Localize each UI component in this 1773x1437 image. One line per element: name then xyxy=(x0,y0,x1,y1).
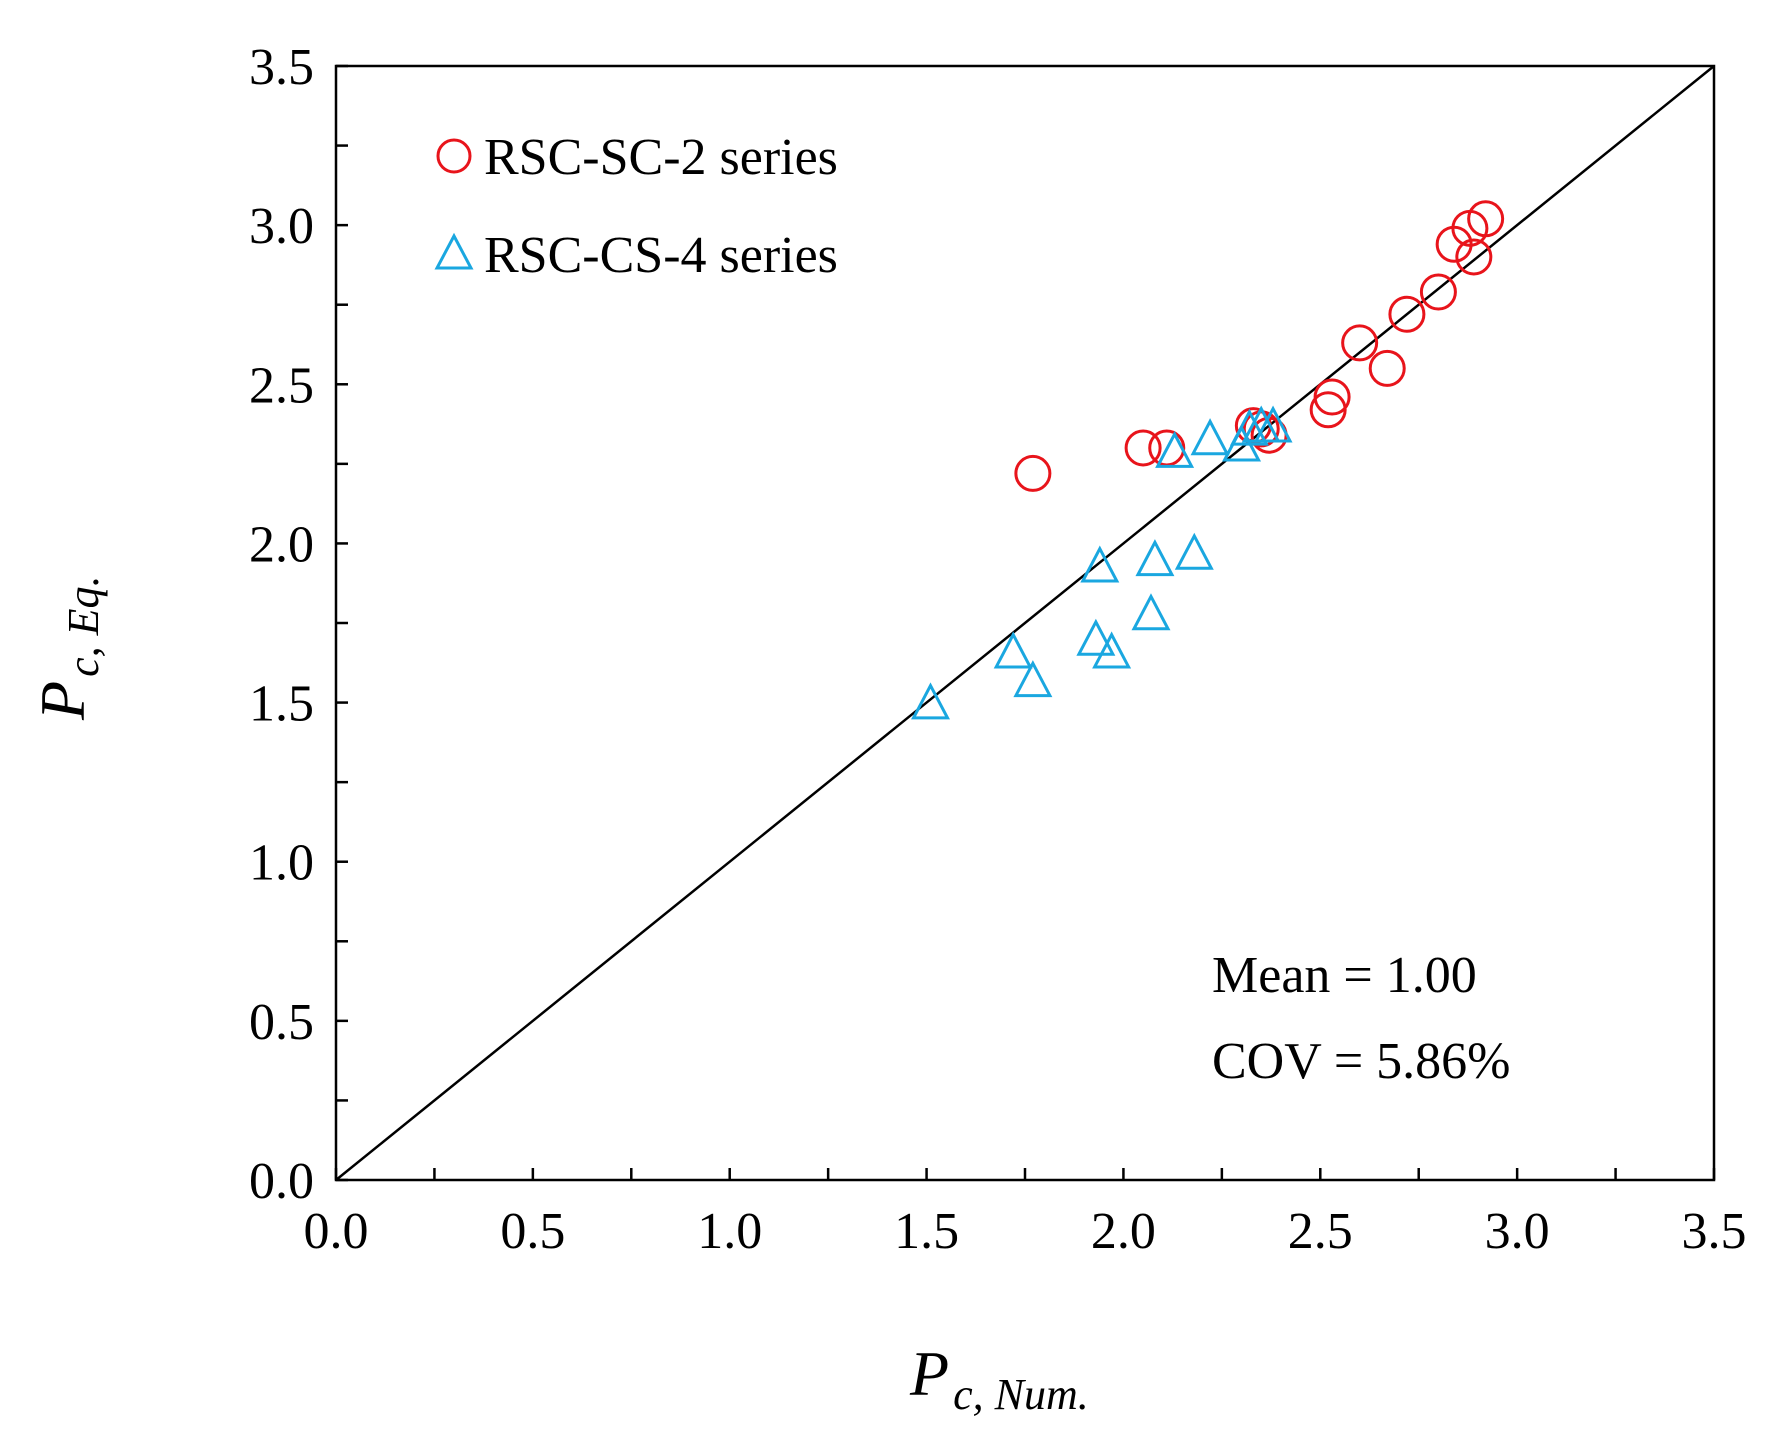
x-axis-title: Pc, Num. xyxy=(909,1338,1089,1419)
x-tick-label: 0.0 xyxy=(304,1203,369,1260)
y-axis-title: Pc, Eq. xyxy=(27,576,108,722)
y-tick-label: 3.0 xyxy=(249,198,314,255)
data-point-triangle xyxy=(1174,532,1214,570)
data-point-triangle xyxy=(1253,405,1293,443)
legend-label-sc: RSC-SC-2 series xyxy=(484,129,838,186)
data-point-triangle xyxy=(1080,545,1120,583)
data-point-circle xyxy=(1455,238,1493,276)
legend-marker-triangle xyxy=(434,232,474,270)
legend-marker-circle xyxy=(436,138,472,174)
data-point-circle xyxy=(1014,454,1052,492)
x-tick-label: 2.0 xyxy=(1091,1203,1156,1260)
y-tick-label: 1.0 xyxy=(249,835,314,892)
data-point-triangle xyxy=(1131,593,1171,631)
cov-annotation: COV = 5.86% xyxy=(1212,1033,1511,1090)
data-point-triangle xyxy=(993,631,1033,669)
y-axis-title-sub: c, Eq. xyxy=(59,576,108,677)
data-point-circle xyxy=(1368,349,1406,387)
y-tick-label: 1.5 xyxy=(249,676,314,733)
data-point-circle xyxy=(1124,429,1162,467)
data-point-circle xyxy=(1388,295,1426,333)
y-tick-label: 0.0 xyxy=(249,1153,314,1210)
x-tick-label: 3.0 xyxy=(1485,1203,1550,1260)
x-tick-label: 1.0 xyxy=(697,1203,762,1260)
x-tick-label: 2.5 xyxy=(1288,1203,1353,1260)
data-point-circle xyxy=(1313,378,1351,416)
mean-annotation: Mean = 1.00 xyxy=(1212,947,1477,1004)
data-point-triangle xyxy=(1135,539,1175,577)
x-axis-ticks: 0.0 0.5 1.0 1.5 2.0 2.5 3.0 3.5 xyxy=(304,1168,1747,1260)
legend-label-cs: RSC-CS-4 series xyxy=(484,227,838,284)
data-point-triangle xyxy=(1190,418,1230,456)
data-point-circle xyxy=(1419,273,1457,311)
x-tick-label: 3.5 xyxy=(1682,1203,1747,1260)
data-point-triangle xyxy=(1155,430,1195,468)
y-tick-label: 0.5 xyxy=(249,994,314,1051)
y-axis-ticks: 0.0 0.5 1.0 1.5 2.0 2.5 3.0 3.5 xyxy=(249,39,348,1210)
y-tick-label: 3.5 xyxy=(249,39,314,96)
data-point-triangle xyxy=(1229,408,1269,446)
data-points xyxy=(911,200,1505,720)
data-point-triangle xyxy=(1092,631,1132,669)
x-tick-label: 1.5 xyxy=(894,1203,959,1260)
data-point-triangle xyxy=(1076,618,1116,656)
y-tick-label: 2.5 xyxy=(249,357,314,414)
legend: RSC-SC-2 series RSC-CS-4 series xyxy=(434,129,838,284)
x-axis-title-sub: c, Num. xyxy=(953,1370,1089,1419)
y-axis-title-main: P xyxy=(27,681,98,721)
data-point-triangle xyxy=(911,682,950,720)
data-point-circle xyxy=(1467,200,1505,238)
data-point-circle xyxy=(1341,324,1379,362)
data-point-triangle xyxy=(1013,660,1053,698)
y-tick-label: 2.0 xyxy=(249,516,314,573)
x-tick-label: 0.5 xyxy=(500,1203,565,1260)
x-axis-title-main: P xyxy=(909,1338,949,1409)
reference-line xyxy=(335,65,1715,1181)
